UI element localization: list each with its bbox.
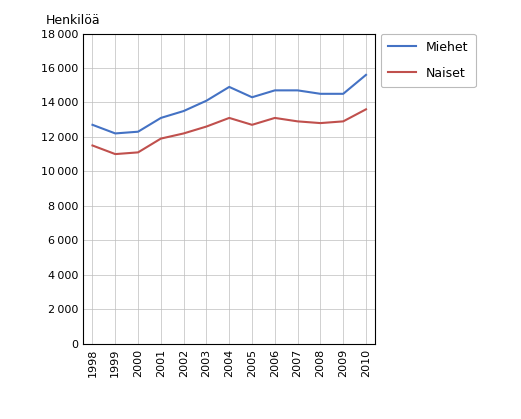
Naiset: [317, 121, 324, 126]
Miehet: [271, 88, 278, 93]
Naiset: [249, 122, 255, 127]
Legend: Miehet, Naiset: Miehet, Naiset: [381, 34, 476, 87]
Miehet: [317, 91, 324, 96]
Naiset: [363, 107, 369, 112]
Miehet: [158, 115, 164, 120]
Miehet: [135, 129, 141, 134]
Naiset: [226, 115, 232, 120]
Naiset: [158, 136, 164, 141]
Miehet: [90, 122, 96, 127]
Naiset: [340, 119, 346, 124]
Miehet: [294, 88, 301, 93]
Naiset: [90, 143, 96, 148]
Naiset: [203, 124, 209, 129]
Naiset: [181, 131, 187, 136]
Miehet: [181, 109, 187, 114]
Naiset: [294, 119, 301, 124]
Miehet: [203, 98, 209, 103]
Naiset: [112, 152, 118, 157]
Naiset: [271, 115, 278, 120]
Naiset: [135, 150, 141, 155]
Miehet: [112, 131, 118, 136]
Miehet: [249, 95, 255, 100]
Miehet: [340, 91, 346, 96]
Miehet: [363, 72, 369, 78]
Text: Henkilöä: Henkilöä: [45, 14, 100, 27]
Miehet: [226, 84, 232, 89]
Line: Naiset: Naiset: [93, 109, 366, 154]
Line: Miehet: Miehet: [93, 75, 366, 133]
